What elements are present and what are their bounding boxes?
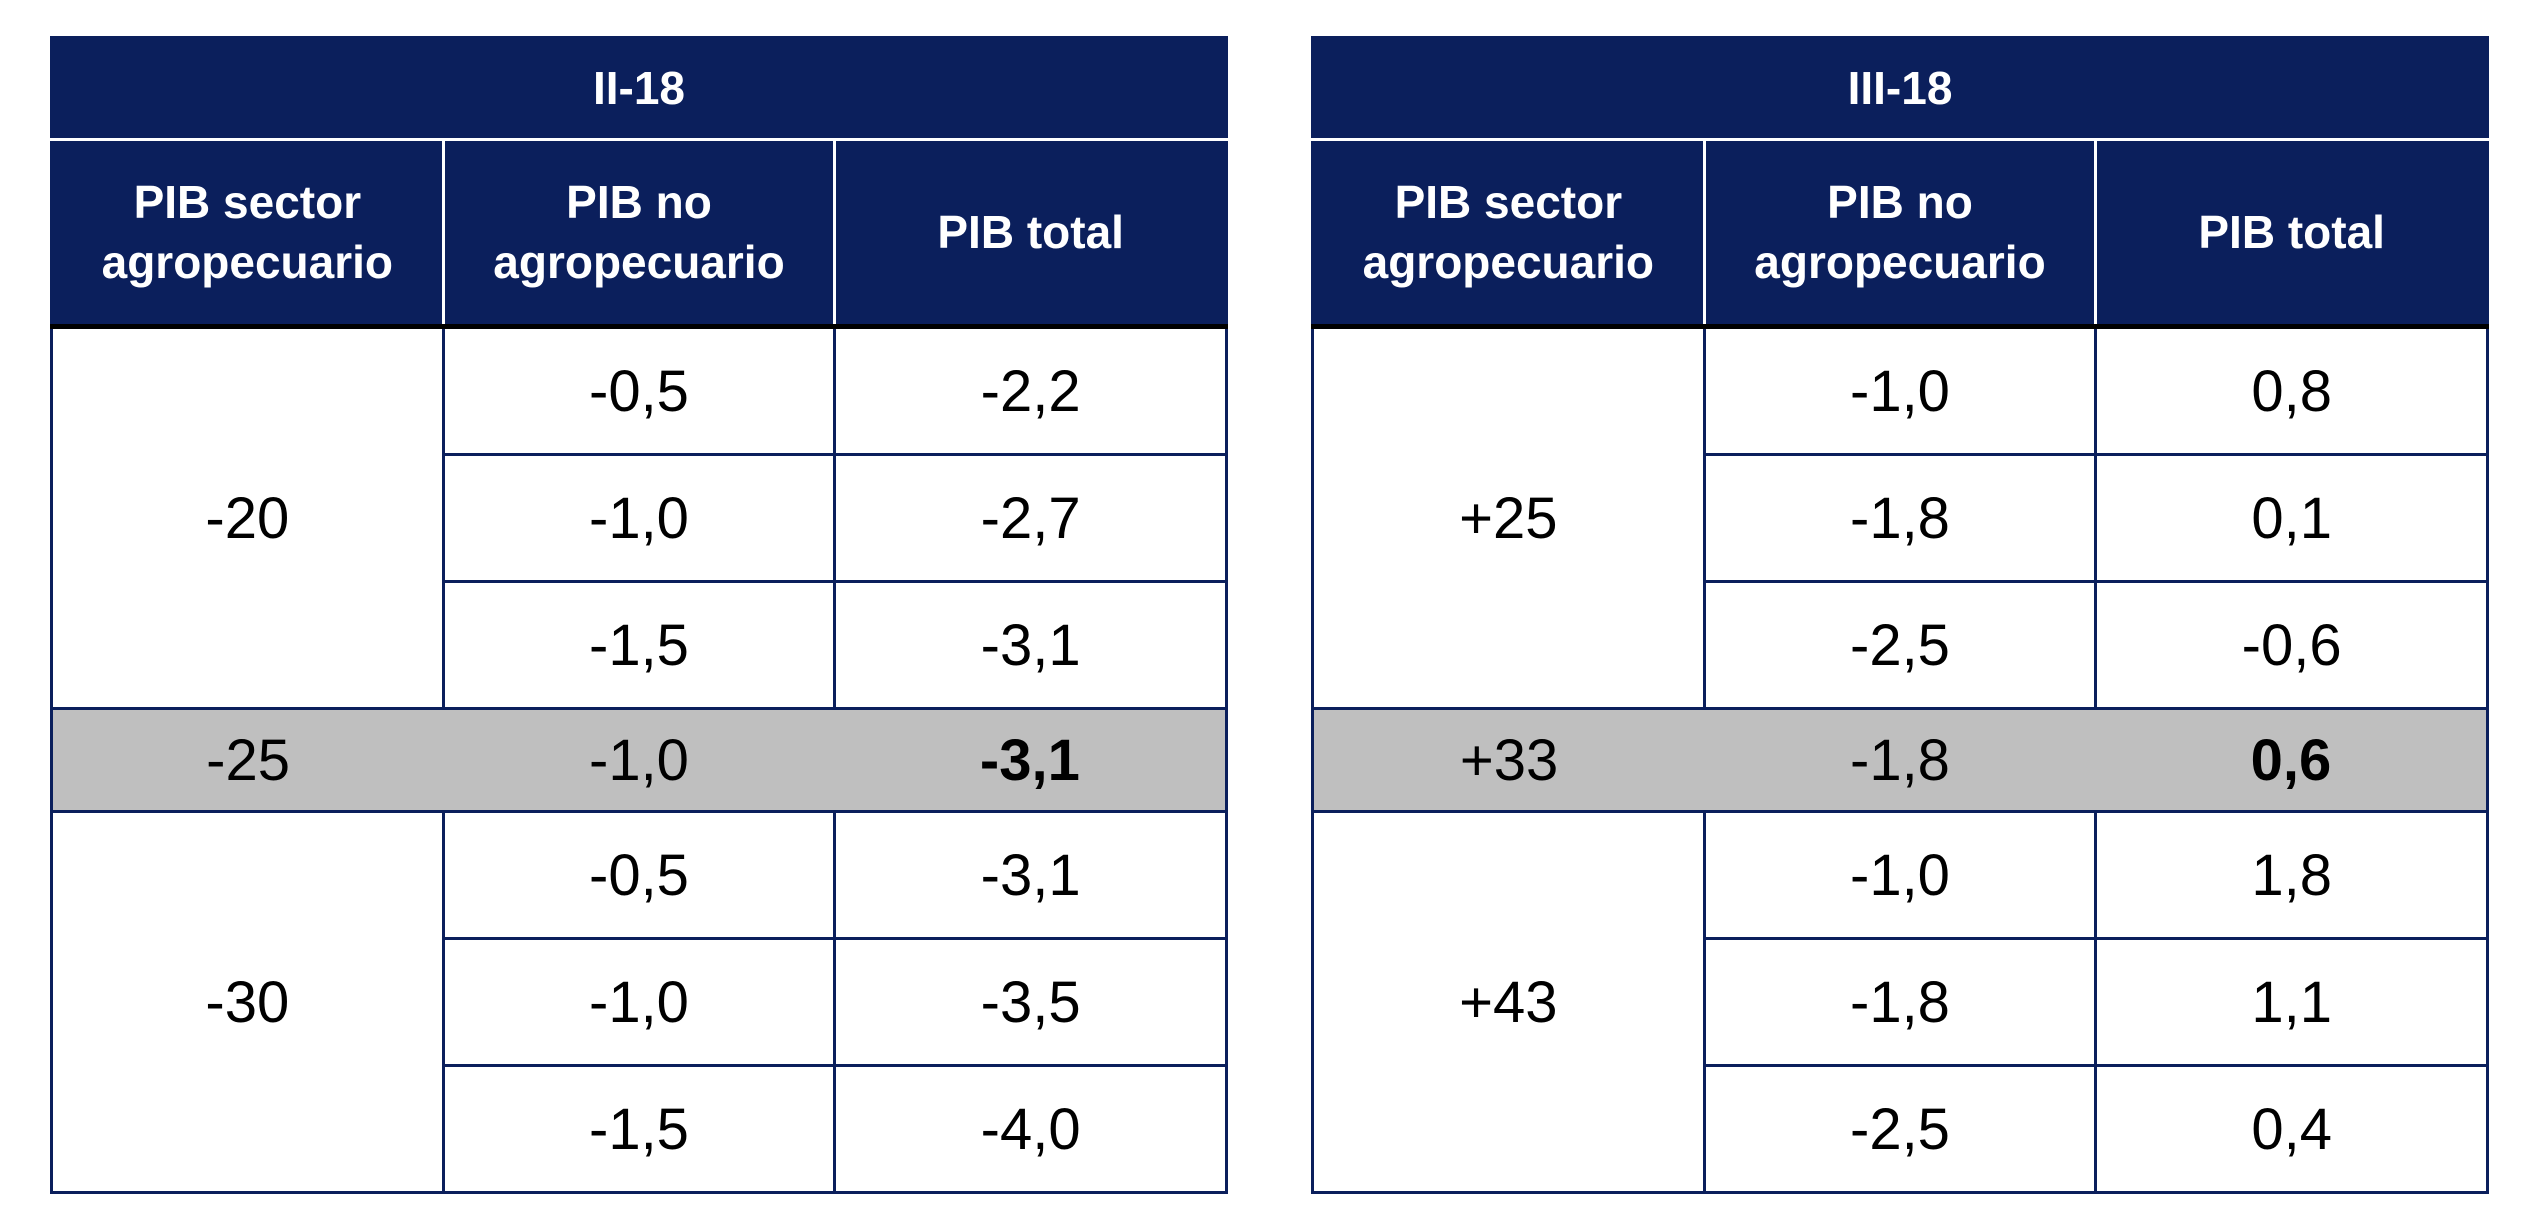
title-row: II-18	[51, 37, 1227, 141]
header-row: PIB sector agropecuario PIB no agropecuar…	[1312, 139, 2488, 327]
sector-cell: +33	[1312, 707, 1705, 813]
data-row: +33 -1,8 0,6	[1312, 707, 2488, 813]
data-row: +25 -1,0 0,8	[1311, 325, 2489, 710]
sector-cell: -30	[50, 810, 445, 1194]
no-agro-cell: -1,0	[443, 707, 835, 813]
no-agro-cell: -2,5	[1702, 580, 2098, 710]
column-header: PIB sector agropecuario	[51, 139, 445, 327]
no-agro-cell: -1,0	[1702, 810, 2098, 940]
column-header: PIB sector agropecuario	[1312, 139, 1706, 327]
no-agro-cell: -1,8	[1702, 937, 2098, 1067]
column-header: PIB total	[834, 139, 1227, 327]
table-title: III-18	[1312, 37, 2488, 141]
total-cell: -2,7	[833, 453, 1228, 583]
total-cell: -3,1	[833, 580, 1228, 710]
total-cell: -3,1	[834, 707, 1227, 813]
table-title: II-18	[51, 37, 1227, 141]
no-agro-cell: -1,5	[441, 580, 837, 710]
column-header: PIB no agropecuario	[1704, 139, 2098, 327]
data-row: -2,5 -0,6	[1313, 580, 2489, 710]
total-cell: 0,8	[2094, 325, 2489, 456]
total-cell: -3,1	[833, 810, 1228, 940]
header-row: PIB sector agropecuario PIB no agropecuar…	[51, 139, 1227, 327]
no-agro-cell: -1,5	[441, 1064, 837, 1194]
total-cell: 1,1	[2094, 937, 2489, 1067]
no-agro-cell: -0,5	[441, 810, 837, 940]
total-cell: -4,0	[833, 1064, 1228, 1194]
data-row: -1,5 -4,0	[52, 1064, 1228, 1194]
no-agro-cell: -1,0	[441, 937, 837, 1067]
data-row: +43 -1,0 1,8	[1311, 810, 2489, 1194]
data-row: -1,0 -3,5	[52, 937, 1228, 1067]
data-row: -1,8 0,1	[1313, 453, 2489, 583]
table: II-18 PIB sector agropecuario PIB no agrop…	[50, 36, 1228, 1194]
no-agro-cell: -1,0	[441, 453, 837, 583]
data-row: -1,5 -3,1	[52, 580, 1228, 710]
total-cell: 1,8	[2094, 810, 2489, 940]
no-agro-cell: -1,8	[1704, 707, 2096, 813]
total-cell: 0,4	[2094, 1064, 2489, 1194]
data-row: -1,0 -2,7	[52, 453, 1228, 583]
sector-cell: +25	[1311, 325, 1706, 710]
column-header: PIB total	[2095, 139, 2488, 327]
sector-cell: +43	[1311, 810, 1706, 1194]
no-agro-cell: -2,5	[1702, 1064, 2098, 1194]
total-cell: -2,2	[833, 325, 1228, 456]
title-row: III-18	[1312, 37, 2488, 141]
total-cell: 0,1	[2094, 453, 2489, 583]
data-row: -2,5 0,4	[1313, 1064, 2489, 1194]
no-agro-cell: -1,0	[1702, 325, 2098, 456]
no-agro-cell: -0,5	[441, 325, 837, 456]
total-cell: -0,6	[2094, 580, 2489, 710]
sector-cell: -25	[51, 707, 444, 813]
total-cell: 0,6	[2095, 707, 2488, 813]
data-row: -20 -0,5 -2,2	[50, 325, 1228, 710]
sector-cell: -20	[50, 325, 445, 710]
no-agro-cell: -1,8	[1702, 453, 2098, 583]
column-header: PIB no agropecuario	[443, 139, 837, 327]
data-row: -25 -1,0 -3,1	[51, 707, 1227, 813]
data-row: -30 -0,5 -3,1	[50, 810, 1228, 1194]
table: III-18 PIB sector agropecuario PIB no agro…	[1311, 36, 2489, 1194]
total-cell: -3,5	[833, 937, 1228, 1067]
data-row: -1,8 1,1	[1313, 937, 2489, 1067]
